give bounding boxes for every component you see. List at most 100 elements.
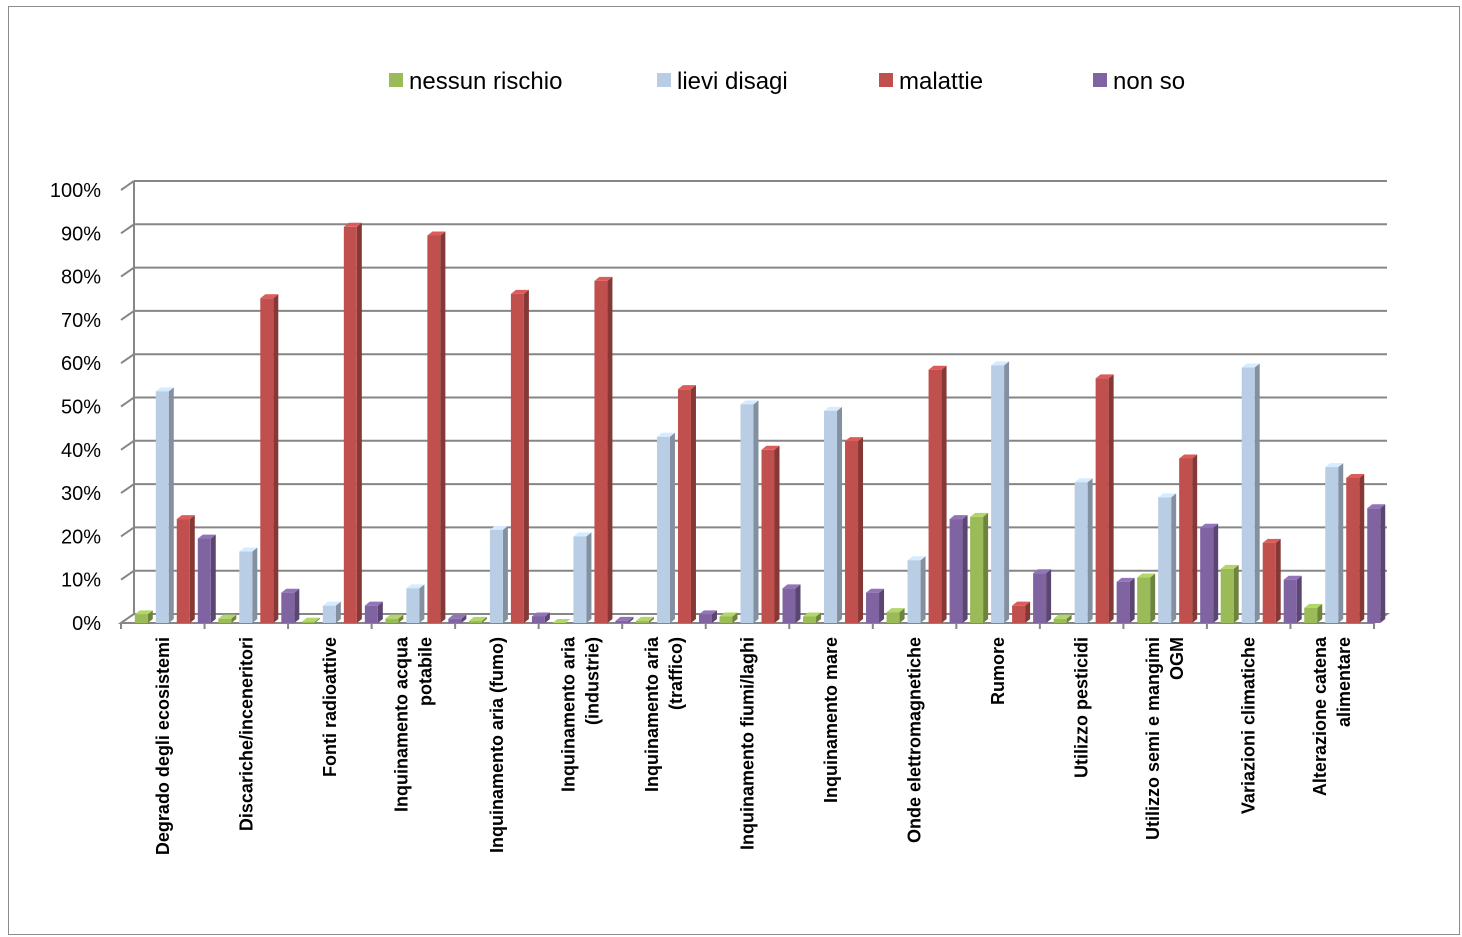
bar [803,612,822,623]
bar [594,276,613,623]
bar [281,588,300,623]
bar [949,515,968,623]
bar [907,556,926,623]
legend: nessun rischio lievi disagi malattie non so [389,68,1185,95]
bar [364,601,383,623]
bar [218,614,237,623]
bar [1304,603,1323,623]
bar [468,616,487,623]
gridline-depth [120,266,135,278]
bar [886,608,905,623]
bar [573,532,592,623]
bar [1200,523,1219,623]
bar [1095,374,1114,623]
y-tick-label: 30% [61,483,101,505]
y-tick-label: 90% [61,223,101,245]
gridline-depth [120,526,135,538]
x-category-label: OGM [1167,637,1187,680]
x-category-label: Inquinamento fiumi/laghi [738,637,758,850]
bar [1033,569,1052,623]
x-category-label: Inquinamento mare [821,637,841,803]
x-category-label: Variazioni climatiche [1239,637,1259,814]
y-tick-label: 20% [61,526,101,548]
bar [991,361,1010,623]
x-category-label: Inquinamento aria (fumo) [487,637,507,853]
bar [1116,577,1135,623]
bar [406,584,425,623]
bar [824,406,843,623]
bar [1346,473,1365,623]
legend-label: nessun rischio [409,68,562,95]
bar [845,437,864,623]
bar [1179,454,1198,623]
bar-chart: nessun rischio lievi disagi malattie non so… [50,68,1391,855]
x-category-label: Degrado degli ecosistemi [153,637,173,855]
bar [1283,575,1302,623]
x-category-label: Utilizzo semi e mangimi [1143,637,1163,840]
bar [761,445,780,623]
bar [489,525,508,623]
x-category-label: Onde elettromagnetiche [905,637,925,843]
legend-label: malattie [899,68,983,95]
x-category-label: Inquinamento aria [642,636,662,792]
gridline-depth [120,310,135,321]
bar [552,619,571,623]
bar [510,289,529,623]
legend-swatch [879,73,893,87]
bar [740,400,759,623]
gridline-depth [120,396,135,408]
x-axis-categories: Degrado degli ecosistemi Discariche/incen… [153,636,1354,855]
bar [615,616,634,623]
legend-swatch [1093,73,1107,87]
gridline-depth [120,483,135,494]
gridline-depth [120,180,135,191]
x-category-label: Alterazione catena [1310,636,1330,796]
bar [1220,564,1239,623]
gridline-depth [120,439,135,451]
y-tick-label: 60% [61,353,101,375]
x-category-label: (industrie) [582,637,602,725]
x-category-label: Inquinamento aria [558,636,578,792]
bar [677,385,696,623]
bar [301,617,320,623]
x-category-label: potabile [415,637,435,706]
bar [1241,363,1260,623]
x-category-label: Fonti radioattive [320,637,340,777]
bar [176,515,195,623]
y-tick-label: 100% [50,180,101,202]
gridline-depth [120,353,135,365]
bar [1012,601,1031,623]
y-tick-label: 10% [61,570,101,592]
bar [970,512,989,623]
bar [656,432,675,623]
bar [155,387,174,623]
bar [134,610,153,623]
chart-frame: nessun rischio lievi disagi malattie non so… [8,6,1460,935]
y-tick-label: 50% [61,397,101,419]
bar [1325,463,1344,623]
x-category-label: alimentare [1334,637,1354,727]
bar [427,231,446,623]
bar [928,365,947,623]
y-axis-ticks: 0% 10% 20% 30% 40% 50% 60% 70% 80% 90% 100% [50,180,101,635]
bar [385,614,404,623]
bar [1158,493,1177,623]
y-tick-label: 70% [61,310,101,332]
bar [1137,573,1156,623]
bar [635,616,654,623]
y-tick-label: 0% [72,613,101,635]
bar [782,584,801,623]
y-tick-label: 80% [61,267,101,289]
bar [698,610,717,623]
x-category-label: Inquinamento acqua [391,636,411,812]
x-category-label: Rumore [988,637,1008,705]
legend-swatch [657,73,671,87]
y-tick-label: 40% [61,440,101,462]
x-category-label: Discariche/inceneritori [236,637,256,831]
x-category-label: Utilizzo pesticidi [1072,637,1092,778]
bar [719,612,738,623]
bars [134,222,1386,623]
bar [1053,614,1072,623]
bar [322,601,341,623]
gridline-depth [120,223,135,235]
